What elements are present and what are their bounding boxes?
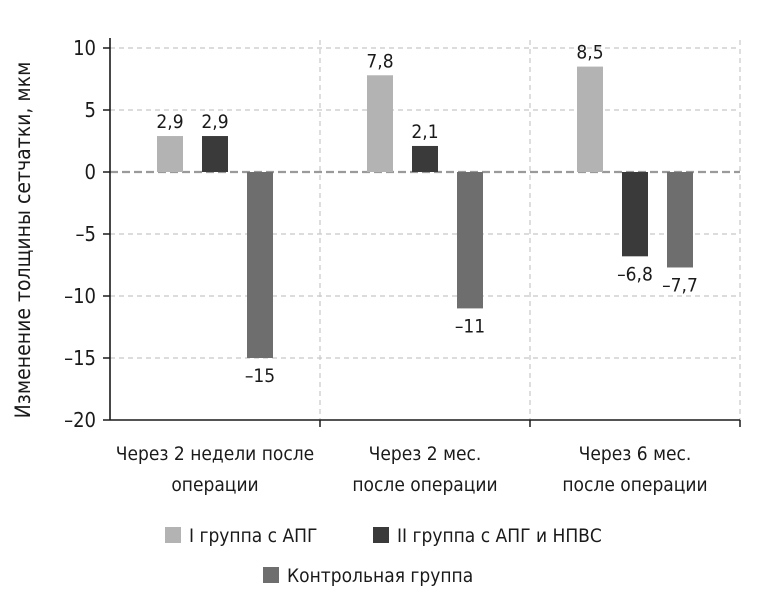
category-label: после операции [562,474,707,496]
y-tick-label: 10 [73,36,96,60]
y-tick-label: –5 [76,222,96,246]
bar [202,136,228,172]
data-label: –7,7 [662,274,698,296]
bar [667,172,693,268]
y-tick-label: 0 [85,160,96,184]
category-label: Через 2 недели после [116,443,314,465]
bar [367,75,393,172]
bar [412,145,438,172]
bar [622,172,648,257]
data-label: –11 [455,315,485,337]
y-tick-label: –10 [64,284,96,308]
legend-swatch [165,527,181,543]
data-label: 2,9 [201,111,228,133]
data-label: 7,8 [366,50,393,72]
data-label: 2,1 [411,121,438,143]
legend: I группа с АПГ II группа с АПГ и НПВС Конт… [165,525,602,587]
legend-label: II группа с АПГ и НПВС [397,525,602,547]
legend-label: Контрольная группа [287,565,473,587]
bar [457,172,483,309]
bar [157,136,183,172]
data-labels: 2,9 2,9 –15 7,8 2,1 –11 8,5 –6,8 –7,7 [156,42,697,387]
category-label: Через 2 мес. [369,443,482,465]
legend-label: I группа с АПГ [189,525,317,547]
y-tick-label: 5 [85,98,96,122]
bars [157,66,693,358]
data-label: 2,9 [156,111,183,133]
y-axis-title: Изменение толщины сетчатки, мкм [11,62,35,419]
axes: 10 5 0 –5 –10 –15 –20 [64,36,741,432]
category-label: после операции [352,474,497,496]
category-label: Через 6 мес. [579,443,692,465]
bar [247,172,273,358]
category-label: операции [171,474,258,496]
bar [577,66,603,172]
data-label: –15 [245,365,275,387]
y-tick-label: –15 [64,346,96,370]
data-label: 8,5 [576,42,603,64]
legend-swatch [263,567,279,583]
legend-swatch [373,527,389,543]
y-tick-label: –20 [64,408,96,432]
category-labels: Через 2 недели после операции Через 2 мес.… [116,443,708,496]
data-label: –6,8 [617,263,653,285]
